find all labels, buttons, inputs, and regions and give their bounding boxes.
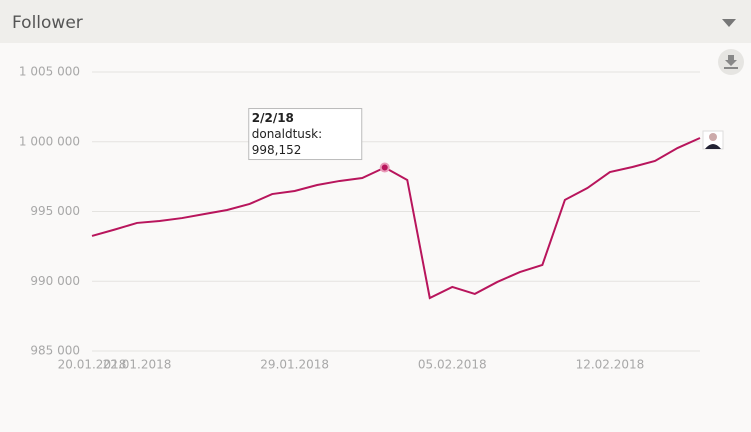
highlight-point [379, 162, 390, 173]
tooltip-box [248, 108, 363, 161]
y-tick-label: 990 000 [30, 274, 80, 288]
collapse-toggle[interactable] [722, 19, 736, 27]
y-tick-label: 985 000 [30, 344, 80, 358]
header-title: Follower [12, 13, 83, 33]
tooltip: 2/2/18 donaldtusk: 998,152 [248, 108, 363, 161]
tooltip-title: 2/2/18 [252, 111, 294, 125]
x-tick-label: 05.02.2018 [418, 358, 487, 372]
avatar [702, 130, 724, 150]
tooltip-label: donaldtusk: [252, 127, 322, 141]
x-tick-label: 22.01.2018 [103, 358, 172, 372]
tooltip-value: 998,152 [252, 143, 302, 157]
x-tick-label: 12.02.2018 [576, 358, 645, 372]
header-bar [0, 0, 751, 43]
y-tick-label: 995 000 [30, 204, 80, 218]
download-button[interactable] [718, 49, 744, 75]
line-series [91, 137, 701, 300]
y-tick-label: 1 005 000 [19, 65, 80, 79]
y-tick-label: 1 000 000 [19, 134, 80, 148]
x-tick-label: 20.01.2018 [58, 358, 127, 372]
x-tick-label: 29.01.2018 [260, 358, 329, 372]
